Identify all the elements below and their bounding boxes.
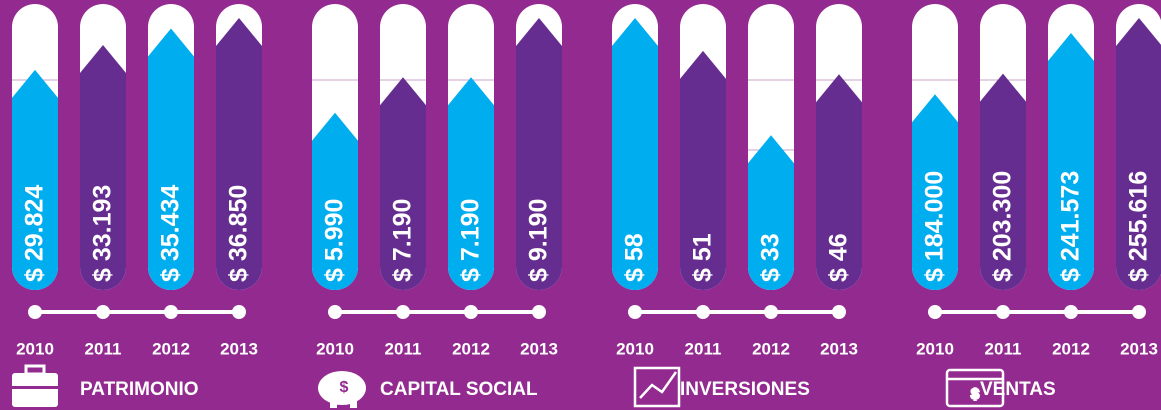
timeline-dot — [232, 305, 246, 319]
year-label: 2010 — [316, 339, 354, 358]
year-label: 2012 — [752, 339, 790, 358]
bar — [448, 77, 494, 290]
bar — [148, 28, 194, 291]
year-label: 2013 — [520, 339, 558, 358]
icons: $ $ — [12, 364, 1005, 408]
value-label: $ 7.190 — [457, 199, 485, 282]
value-label: $ 203.300 — [989, 171, 1017, 282]
bar — [216, 18, 262, 290]
timeline-dot — [328, 305, 342, 319]
timeline-dot — [96, 305, 110, 319]
timeline-dot — [1064, 305, 1078, 319]
bill-icon: $ — [945, 368, 1005, 408]
value-label: $ 7.190 — [389, 199, 417, 282]
value-label: $ 29.824 — [21, 185, 49, 282]
chart-title: CAPITAL SOCIAL — [380, 379, 538, 400]
chart-title: INVERSIONES — [680, 379, 810, 400]
timeline-dot — [628, 305, 642, 319]
svg-text:$: $ — [340, 379, 349, 396]
value-label: $ 184.000 — [921, 171, 949, 282]
timeline-dot — [164, 305, 178, 319]
timeline-dot — [28, 305, 42, 319]
year-label: 2010 — [616, 339, 654, 358]
bar — [312, 112, 358, 290]
timeline-dot — [764, 305, 778, 319]
bar — [516, 18, 562, 290]
year-label: 2010 — [916, 339, 954, 358]
briefcase-icon — [12, 364, 58, 407]
year-label: 2012 — [1052, 339, 1090, 358]
timeline-dot — [1132, 305, 1146, 319]
bar — [12, 69, 58, 290]
value-label: $ 33.193 — [89, 185, 117, 282]
bar — [1116, 18, 1161, 290]
year-label: 2013 — [820, 339, 858, 358]
value-label: $ 5.990 — [321, 199, 349, 282]
year-label: 2011 — [85, 339, 122, 358]
timeline-dot — [696, 305, 710, 319]
timeline-dot — [996, 305, 1010, 319]
bar — [816, 74, 862, 290]
bar — [80, 44, 126, 291]
year-label: 2012 — [152, 339, 190, 358]
piggy-icon: $ — [318, 371, 366, 408]
bar — [380, 77, 426, 290]
year-label: 2013 — [1120, 339, 1158, 358]
chart-icon — [633, 366, 681, 408]
year-label: 2011 — [385, 339, 422, 358]
value-label: $ 255.616 — [1125, 171, 1153, 282]
bar — [748, 135, 794, 290]
value-label: $ 241.573 — [1057, 171, 1085, 282]
value-label: $ 58 — [621, 233, 649, 282]
year-label: 2013 — [220, 339, 258, 358]
timeline-dot — [464, 305, 478, 319]
year-label: 2011 — [985, 339, 1022, 358]
bar — [612, 18, 658, 290]
svg-text:$: $ — [971, 386, 979, 402]
timeline-dot — [832, 305, 846, 319]
year-label: 2011 — [685, 339, 722, 358]
value-label: $ 36.850 — [225, 185, 253, 282]
bar — [980, 73, 1026, 290]
value-label: $ 46 — [825, 233, 853, 282]
year-label: 2012 — [452, 339, 490, 358]
bar — [912, 94, 958, 291]
chart-title: PATRIMONIO — [80, 379, 199, 400]
value-label: $ 33 — [757, 233, 785, 282]
timeline-dot — [928, 305, 942, 319]
value-label: $ 9.190 — [525, 199, 553, 282]
bar — [1048, 32, 1094, 290]
timeline-dot — [532, 305, 546, 319]
chart-title: VENTAS — [980, 379, 1056, 400]
value-label: $ 35.434 — [157, 185, 185, 282]
bar — [680, 50, 726, 290]
timeline-dot — [396, 305, 410, 319]
year-label: 2010 — [16, 339, 54, 358]
value-label: $ 51 — [689, 233, 717, 282]
